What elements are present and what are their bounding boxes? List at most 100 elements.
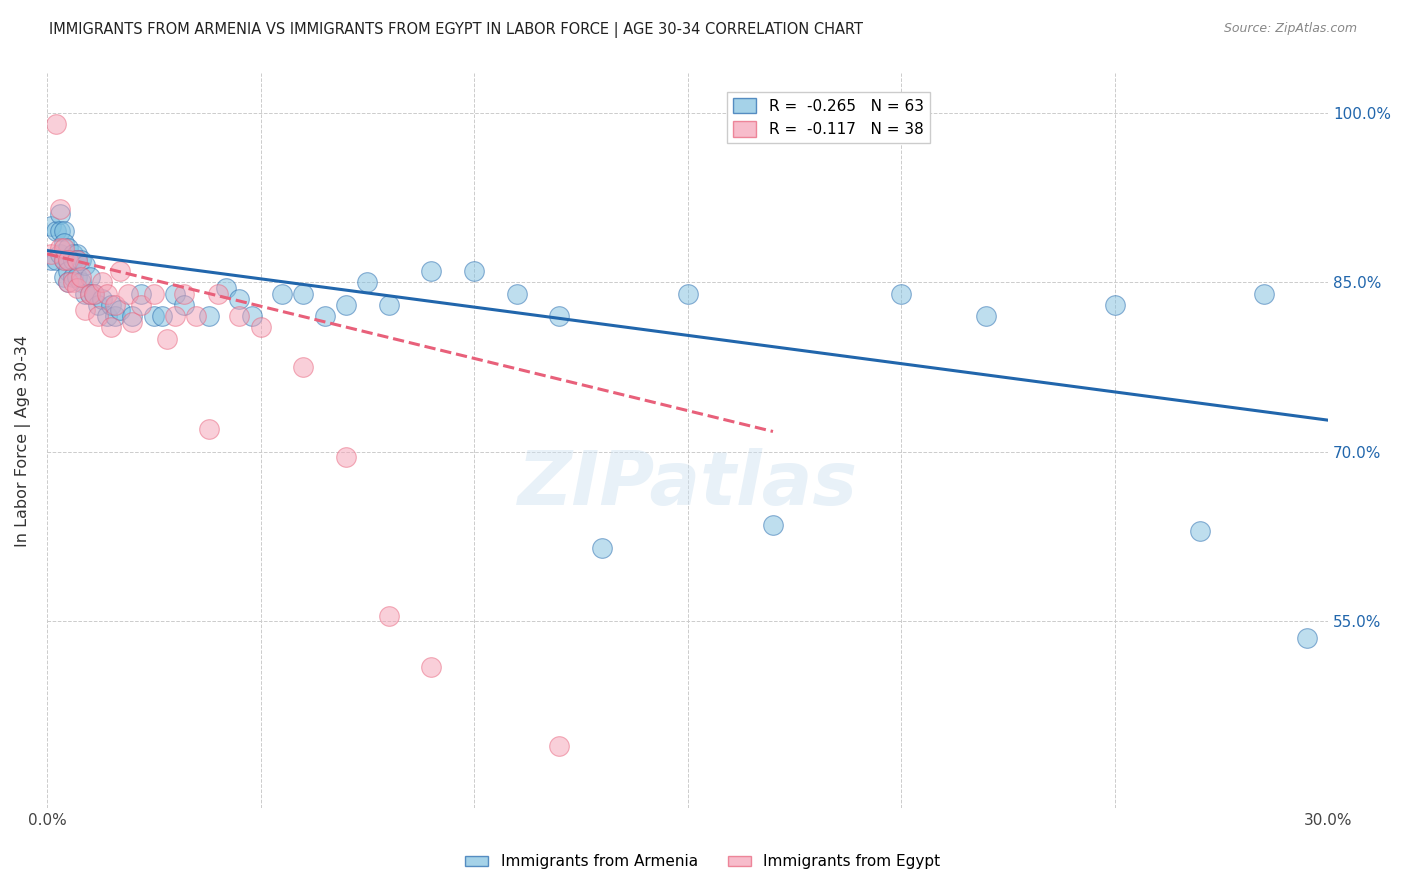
Point (96, 309, 118, 323)
Point (83, 286, 105, 301)
Point (44, 117, 66, 131)
Point (104, 309, 127, 323)
Point (129, 286, 152, 301)
Point (463, 264, 485, 278)
Point (591, 541, 613, 555)
Text: ZIPatlas: ZIPatlas (517, 448, 858, 521)
Point (53, 252, 76, 267)
Point (49, 202, 72, 216)
Point (66, 269, 89, 284)
Point (1295, 632, 1317, 646)
Point (150, 309, 173, 323)
Point (165, 309, 187, 323)
Point (87, 298, 110, 312)
Point (70, 269, 93, 284)
Point (173, 286, 195, 301)
Point (83, 286, 105, 301)
Point (207, 286, 229, 301)
Point (890, 286, 912, 301)
Point (39, 252, 62, 267)
Point (66, 252, 89, 267)
Point (1189, 524, 1212, 538)
Point (75, 286, 97, 301)
Point (420, 264, 443, 278)
Point (91, 292, 114, 306)
Text: Source: ZipAtlas.com: Source: ZipAtlas.com (1223, 22, 1357, 36)
Point (173, 298, 195, 312)
Point (976, 309, 998, 323)
Point (108, 264, 131, 278)
Point (87, 309, 110, 323)
Point (420, 659, 443, 673)
Point (292, 359, 315, 374)
Point (314, 309, 336, 323)
Point (100, 298, 122, 312)
Point (79, 286, 101, 301)
Point (506, 286, 529, 301)
Point (198, 309, 221, 323)
Point (79, 286, 101, 301)
Point (155, 332, 177, 346)
Text: IMMIGRANTS FROM ARMENIA VS IMMIGRANTS FROM EGYPT IN LABOR FORCE | AGE 30-34 CORR: IMMIGRANTS FROM ARMENIA VS IMMIGRANTS FR… (49, 22, 863, 38)
Point (66, 252, 89, 267)
Point (1104, 298, 1126, 312)
Point (53, 241, 76, 255)
Point (121, 315, 143, 329)
Legend: Immigrants from Armenia, Immigrants from Egypt: Immigrants from Armenia, Immigrants from… (460, 848, 946, 875)
Point (58, 252, 80, 267)
Point (58, 241, 80, 255)
Point (100, 320, 122, 334)
Point (66, 281, 89, 295)
Point (548, 309, 571, 323)
Point (142, 286, 165, 301)
Point (165, 286, 187, 301)
Point (44, 252, 66, 267)
Legend: R =  -0.265   N = 63, R =  -0.117   N = 38: R = -0.265 N = 63, R = -0.117 N = 38 (727, 92, 929, 144)
Point (53, 252, 76, 267)
Point (58, 275, 80, 289)
Point (228, 309, 250, 323)
Point (58, 252, 80, 267)
Point (270, 286, 292, 301)
Point (240, 309, 263, 323)
Point (91, 275, 114, 289)
Point (228, 292, 250, 306)
Point (335, 450, 357, 465)
Point (49, 247, 72, 261)
Point (49, 224, 72, 238)
Point (108, 303, 131, 318)
Point (377, 298, 399, 312)
Point (1253, 286, 1275, 301)
Point (762, 518, 785, 533)
Point (292, 286, 315, 301)
Point (104, 298, 127, 312)
Point (249, 320, 271, 334)
Point (117, 286, 139, 301)
Point (121, 309, 143, 323)
Point (62, 252, 84, 267)
Point (53, 224, 76, 238)
Point (39, 219, 62, 233)
Point (49, 207, 72, 221)
Point (53, 235, 76, 250)
Point (53, 269, 76, 284)
Point (198, 422, 221, 436)
Point (75, 303, 97, 318)
Point (39, 247, 62, 261)
Point (96, 286, 118, 301)
Point (70, 275, 93, 289)
Point (44, 224, 66, 238)
Point (62, 269, 84, 284)
Point (186, 309, 208, 323)
Point (79, 269, 101, 284)
Point (62, 275, 84, 289)
Point (70, 252, 93, 267)
Point (548, 739, 571, 753)
Point (142, 309, 165, 323)
Point (49, 241, 72, 255)
Point (58, 275, 80, 289)
Point (129, 298, 152, 312)
Point (356, 275, 378, 289)
Point (335, 298, 357, 312)
Point (377, 608, 399, 623)
